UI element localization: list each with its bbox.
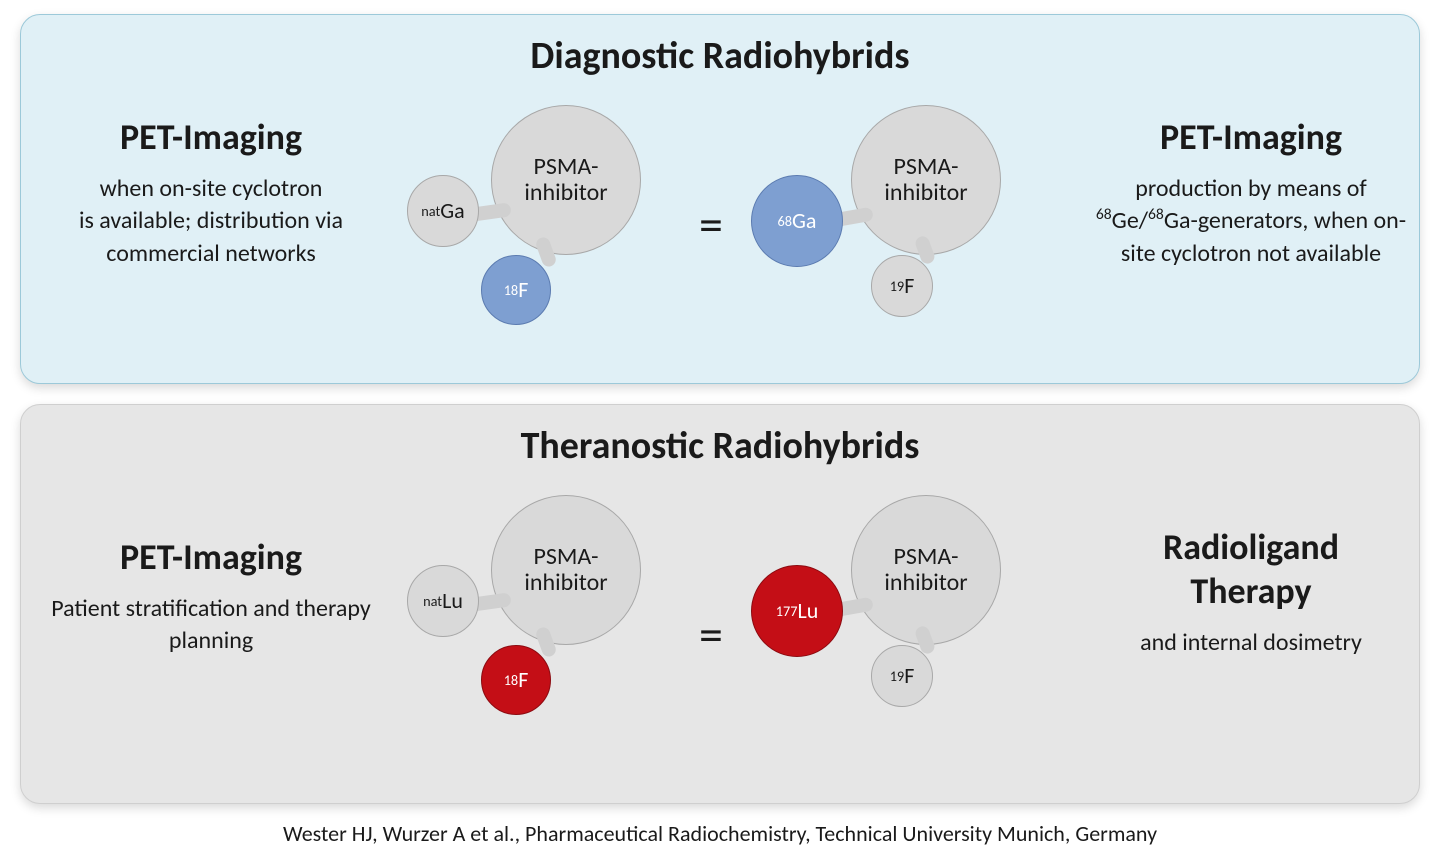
equals-diagnostic: =: [691, 195, 731, 254]
left-block-theranostic: PET-Imaging Patient stratification and t…: [51, 535, 371, 658]
right-text-theranostic: and internal dosimetry: [1091, 627, 1411, 659]
fluorine-circle: 19F: [871, 255, 933, 317]
metal-circle: natLu: [407, 565, 479, 637]
panel-title-diagnostic: Diagnostic Radiohybrids: [21, 33, 1419, 79]
right-block-diagnostic: PET-Imaging production by means of 68Ge/…: [1091, 115, 1411, 270]
fluorine-circle: 18F: [481, 645, 551, 715]
metal-circle: 68Ga: [751, 175, 843, 267]
diagram-root: Diagnostic Radiohybrids PET-Imaging when…: [0, 0, 1440, 868]
psma-inhibitor-circle: PSMA-inhibitor: [491, 495, 641, 645]
right-text-diagnostic: production by means of 68Ge/68Ga-generat…: [1091, 173, 1411, 270]
molecule-diagnostic-right: PSMA-inhibitor68Ga19F: [761, 105, 1021, 345]
right-block-theranostic: RadioligandTherapy and internal dosimetr…: [1091, 525, 1411, 659]
left-text-diagnostic: when on-site cyclotron is available; dis…: [51, 173, 371, 270]
left-text-theranostic: Patient stratification and therapy plann…: [51, 593, 371, 658]
psma-inhibitor-circle: PSMA-inhibitor: [851, 495, 1001, 645]
left-heading-diagnostic: PET-Imaging: [51, 115, 371, 159]
fluorine-circle: 19F: [871, 645, 933, 707]
fluorine-circle: 18F: [481, 255, 551, 325]
molecule-theranostic-left: PSMA-inhibitornatLu18F: [401, 495, 661, 735]
citation-text: Wester HJ, Wurzer A et al., Pharmaceutic…: [0, 820, 1440, 847]
equals-theranostic: =: [691, 605, 731, 664]
psma-inhibitor-circle: PSMA-inhibitor: [851, 105, 1001, 255]
molecule-theranostic-right: PSMA-inhibitor177Lu19F: [761, 495, 1021, 735]
molecule-diagnostic-left: PSMA-inhibitornatGa18F: [401, 105, 661, 345]
metal-circle: 177Lu: [751, 565, 843, 657]
left-block-diagnostic: PET-Imaging when on-site cyclotron is av…: [51, 115, 371, 270]
panel-theranostic: Theranostic Radiohybrids PET-Imaging Pat…: [20, 404, 1420, 804]
right-heading-diagnostic: PET-Imaging: [1091, 115, 1411, 159]
metal-circle: natGa: [407, 175, 479, 247]
psma-inhibitor-circle: PSMA-inhibitor: [491, 105, 641, 255]
right-heading-theranostic: RadioligandTherapy: [1091, 525, 1411, 613]
panel-title-theranostic: Theranostic Radiohybrids: [21, 423, 1419, 469]
panel-diagnostic: Diagnostic Radiohybrids PET-Imaging when…: [20, 14, 1420, 384]
left-heading-theranostic: PET-Imaging: [51, 535, 371, 579]
